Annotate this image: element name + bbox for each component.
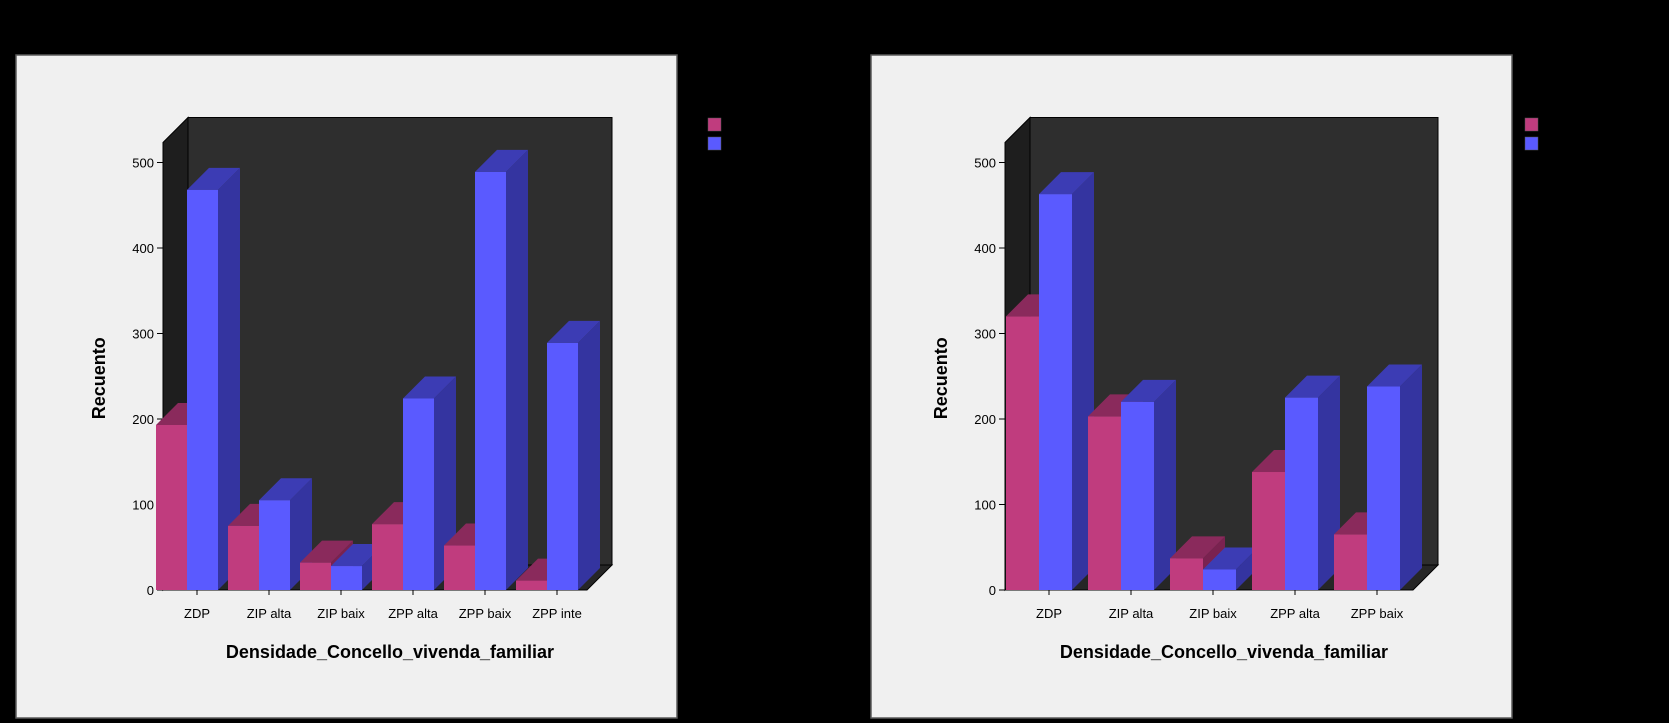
bar-identificacion — [475, 149, 528, 590]
bar-front — [259, 500, 290, 590]
bar-front — [1203, 569, 1236, 590]
y-tick-label: 0 — [989, 583, 996, 598]
y-tick-label: 300 — [974, 327, 996, 342]
x-tick-label: ZIP baix — [317, 606, 365, 621]
bar-front — [1334, 534, 1367, 590]
x-axis-title: Densidade_Concello_vivenda_familiar — [226, 642, 554, 662]
bar-front — [331, 566, 362, 590]
x-tick-label: ZDP — [184, 606, 210, 621]
y-tick-label: 400 — [132, 241, 154, 256]
chart-title: Universidade=Uvigo — [1196, 20, 1398, 43]
bar-front — [403, 398, 434, 590]
bar-front — [1088, 416, 1121, 590]
bar-top — [547, 320, 600, 343]
bar-front — [156, 424, 187, 590]
x-tick-label: ZIP baix — [1189, 606, 1237, 621]
bar-top — [331, 544, 384, 567]
bar-top — [300, 540, 353, 563]
bar-front — [187, 189, 218, 591]
x-tick-label: ZDP — [1036, 606, 1062, 621]
bar-side — [434, 376, 456, 590]
y-tick-label: 100 — [974, 498, 996, 513]
bar-side — [578, 320, 600, 590]
x-tick-label: ZPP baix — [459, 606, 512, 621]
y-tick-label: 300 — [132, 327, 154, 342]
bar-front — [516, 580, 547, 590]
bar-front — [1285, 397, 1318, 590]
bar-front — [1170, 558, 1203, 590]
y-axis-title: Recuento — [931, 337, 951, 419]
bar-front — [1367, 386, 1400, 590]
y-tick-label: 400 — [974, 241, 996, 256]
bar-side — [1154, 379, 1176, 590]
bar-top — [1039, 172, 1094, 195]
bar-identificacion — [1121, 379, 1176, 590]
bar-top — [1203, 547, 1258, 570]
bar-front — [1006, 316, 1039, 590]
y-tick-label: 0 — [147, 583, 154, 598]
bar-top — [403, 376, 456, 399]
bar-identificacion — [1285, 375, 1340, 590]
x-tick-label: ZPP baix — [1351, 606, 1404, 621]
bar-identificacion — [1039, 172, 1094, 590]
bar-top — [1170, 536, 1225, 559]
bar-front — [228, 525, 259, 590]
y-tick-label: 500 — [974, 156, 996, 171]
y-tick-label: 500 — [132, 156, 154, 171]
bar-top — [1367, 364, 1422, 387]
legend-title: IDENTIFICACIÓN — [716, 86, 838, 104]
legend-title: TAXA DE — [745, 69, 809, 86]
x-tick-label: ZPP inte — [532, 606, 582, 621]
x-tick-label: ZPP alta — [388, 606, 438, 621]
bar-front — [444, 545, 475, 590]
y-tick-label: 100 — [132, 498, 154, 513]
bar-front — [475, 171, 506, 590]
y-tick-label: 200 — [974, 412, 996, 427]
bar-identificacion — [403, 376, 456, 590]
chart-panel-2: Universidade=Uvigo 0 100 200 300 400 500 Recuen… — [870, 20, 1655, 719]
legend-swatch — [1524, 117, 1539, 132]
bar-top — [1285, 375, 1340, 398]
bar-top — [1121, 379, 1176, 402]
bar-top — [475, 149, 528, 172]
bar-front — [1252, 472, 1285, 590]
chart-title: Universidade=USC — [371, 20, 560, 43]
bar-front — [1121, 401, 1154, 590]
legend-title: TAXA DE — [1562, 69, 1626, 86]
bar-side — [1400, 364, 1422, 590]
bar-side — [218, 167, 240, 591]
x-tick-label: ZPP alta — [1270, 606, 1320, 621]
bar-identificacion — [187, 167, 240, 591]
x-tick-label: ZIP alta — [247, 606, 292, 621]
legend-item-label: Non identificación — [726, 117, 837, 133]
bar-front — [1039, 194, 1072, 590]
legend-title: IDENTIFICACIÓN — [1533, 86, 1655, 104]
bar-front — [547, 342, 578, 590]
legend-swatch — [707, 136, 722, 151]
bar-front — [300, 562, 331, 590]
bar-identificacion — [1367, 364, 1422, 590]
x-tick-label: ZIP alta — [1109, 606, 1154, 621]
bar-front — [372, 524, 403, 590]
legend-item-label: Identificación — [1543, 136, 1625, 152]
y-axis-title: Recuento — [89, 337, 109, 419]
x-axis-title: Densidade_Concello_vivenda_familiar — [1060, 642, 1388, 662]
bar-side — [506, 149, 528, 590]
legend-swatch — [1524, 136, 1539, 151]
chart-panel-1: Universidade=USC 0 100 200 300 400 500 Recuento… — [15, 20, 838, 719]
y-tick-label: 200 — [132, 412, 154, 427]
bar-top — [187, 167, 240, 190]
legend-item-label: Identificación — [726, 136, 808, 152]
legend-swatch — [707, 117, 722, 132]
bar-identificacion — [547, 320, 600, 590]
legend-item-label: Non identificación — [1543, 117, 1654, 133]
bar-top — [259, 478, 312, 501]
